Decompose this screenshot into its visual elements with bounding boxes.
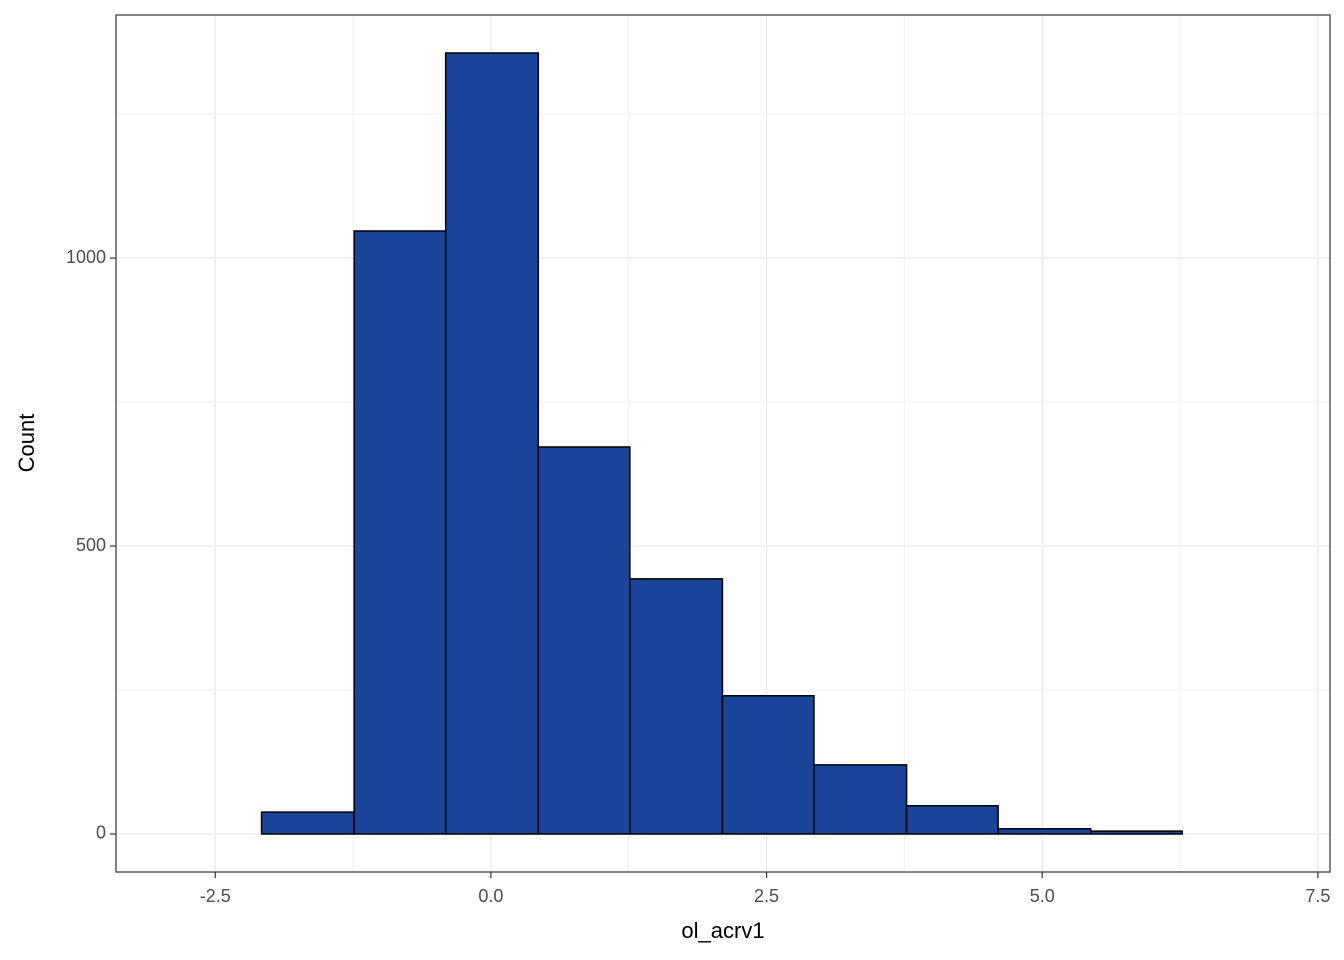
bar bbox=[905, 805, 999, 835]
bar bbox=[260, 811, 355, 835]
x-tick-label: 0.0 bbox=[478, 886, 503, 906]
bar bbox=[813, 764, 908, 835]
x-tick-label: 2.5 bbox=[754, 886, 779, 906]
axes: -2.5 0.0 2.5 5.0 7.5 0 500 1000 bbox=[66, 247, 1330, 906]
bar bbox=[537, 446, 631, 835]
x-tick-label: -2.5 bbox=[200, 886, 231, 906]
bars bbox=[260, 52, 1183, 835]
y-tick-label: 0 bbox=[96, 823, 106, 843]
bar bbox=[353, 230, 447, 835]
x-axis-title: ol_acrv1 bbox=[681, 918, 764, 943]
x-tick-label: 7.5 bbox=[1305, 886, 1330, 906]
panel-border bbox=[115, 14, 1331, 873]
y-tick-label: 500 bbox=[76, 535, 106, 555]
bar bbox=[721, 695, 815, 835]
bar bbox=[444, 52, 540, 835]
x-tick-label: 5.0 bbox=[1030, 886, 1055, 906]
bar bbox=[1089, 830, 1183, 835]
bar bbox=[629, 578, 724, 835]
y-axis-title: Count bbox=[14, 414, 39, 473]
bar bbox=[997, 828, 1092, 835]
y-tick-label: 1000 bbox=[66, 247, 106, 267]
